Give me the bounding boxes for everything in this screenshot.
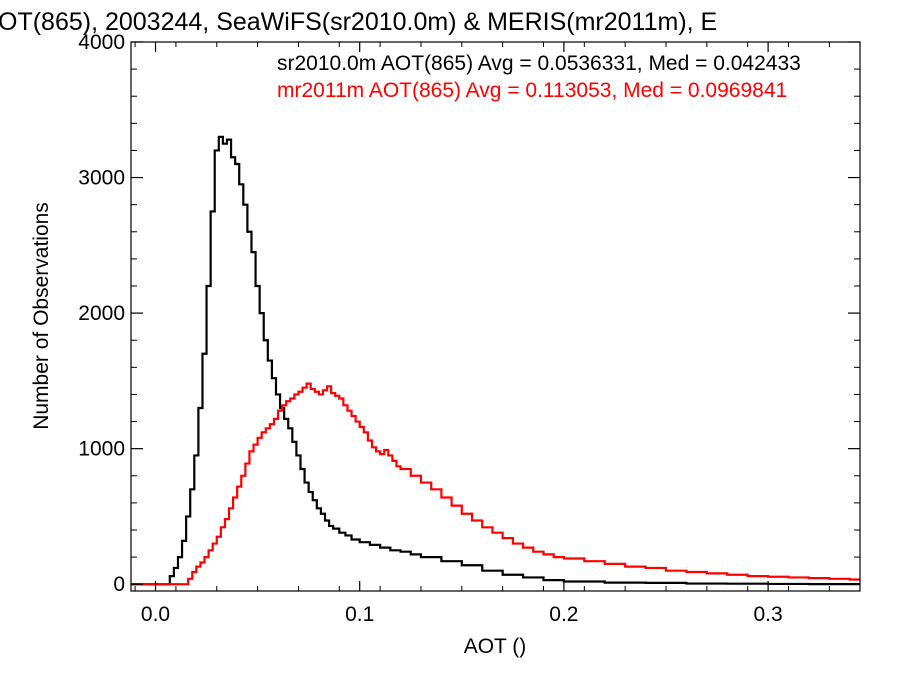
x-tick-label: 0.2 bbox=[549, 603, 578, 626]
plot-frame bbox=[130, 41, 861, 592]
x-tick-label: 0.0 bbox=[141, 603, 170, 626]
legend-entry-1: sr2010.0m AOT(865) Avg = 0.0536331, Med … bbox=[277, 52, 801, 75]
chart-title: OT(865), 2003244, SeaWiFS(sr2010.0m) & M… bbox=[0, 8, 717, 36]
y-tick-label: 0 bbox=[113, 573, 125, 596]
y-tick-label: 1000 bbox=[78, 438, 125, 461]
x-tick-label: 0.1 bbox=[345, 603, 374, 626]
legend-entry-2: mr2011m AOT(865) Avg = 0.113053, Med = 0… bbox=[277, 79, 787, 102]
axis-ticks: 0.0 0.1 0.2 0.3 0 1000 2000 3000 4000 bbox=[78, 31, 860, 626]
y-tick-label: 2000 bbox=[78, 302, 125, 325]
legend: sr2010.0m AOT(865) Avg = 0.0536331, Med … bbox=[277, 52, 801, 102]
series-line-2 bbox=[131, 382, 860, 586]
y-axis-label: Number of Observations bbox=[30, 202, 53, 430]
y-tick-label: 4000 bbox=[78, 31, 125, 54]
series-line-1 bbox=[131, 135, 860, 586]
y-tick-label: 3000 bbox=[78, 167, 125, 190]
x-tick-label: 0.3 bbox=[754, 603, 783, 626]
x-axis-label: AOT () bbox=[464, 635, 527, 658]
